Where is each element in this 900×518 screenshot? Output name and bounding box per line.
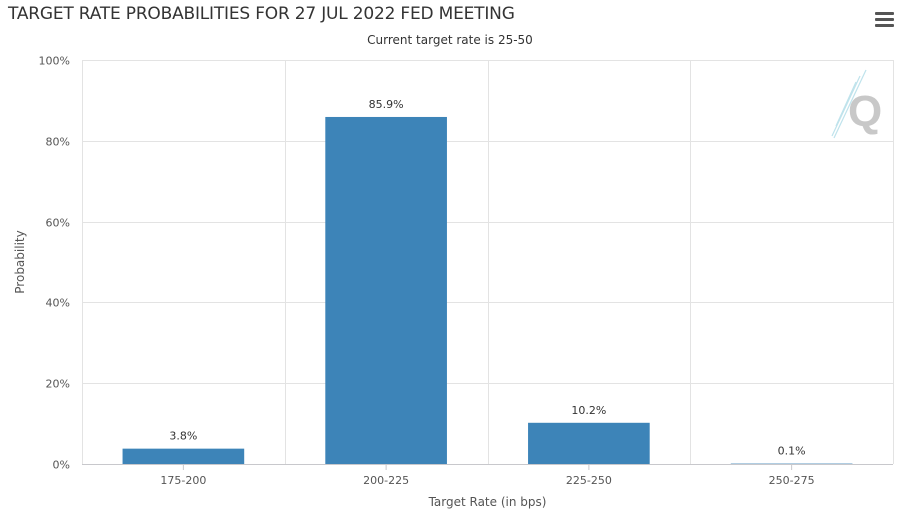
data-label: 3.8% <box>169 430 197 443</box>
bar <box>122 448 245 464</box>
y-tick-label: 100% <box>39 55 70 68</box>
labels-layer: 3.8% 85.9% 10.2% 0.1% <box>169 98 805 458</box>
bars-layer <box>122 116 853 465</box>
x-tick-label: 250-275 <box>769 474 815 487</box>
x-axis-title: Target Rate (in bps) <box>428 495 547 509</box>
q-logo-icon: Q <box>831 69 882 139</box>
bar <box>325 116 447 465</box>
data-label: 10.2% <box>571 404 606 417</box>
y-axis-title: Probability <box>13 230 27 293</box>
chart-subtitle: Current target rate is 25-50 <box>367 33 533 47</box>
bar <box>528 422 650 464</box>
x-tick-label: 225-250 <box>566 474 612 487</box>
data-label: 0.1% <box>778 445 806 458</box>
grid-layer <box>82 60 894 464</box>
logo-letter: Q <box>848 87 882 136</box>
axes-layer: 0% 20% 40% 60% 80% 100% 175-200 200-225 225-250 2… <box>13 55 893 509</box>
data-label: 85.9% <box>369 98 404 111</box>
y-tick-label: 40% <box>46 297 70 310</box>
hamburger-menu-icon[interactable] <box>875 12 894 28</box>
y-tick-label: 20% <box>46 378 70 391</box>
y-tick-label: 80% <box>46 136 70 149</box>
y-tick-label: 60% <box>46 217 70 230</box>
x-tick-label: 175-200 <box>160 474 206 487</box>
y-tick-label: 0% <box>53 459 70 472</box>
chart-title: TARGET RATE PROBABILITIES FOR 27 JUL 202… <box>8 4 515 24</box>
x-tick-label: 200-225 <box>363 474 409 487</box>
